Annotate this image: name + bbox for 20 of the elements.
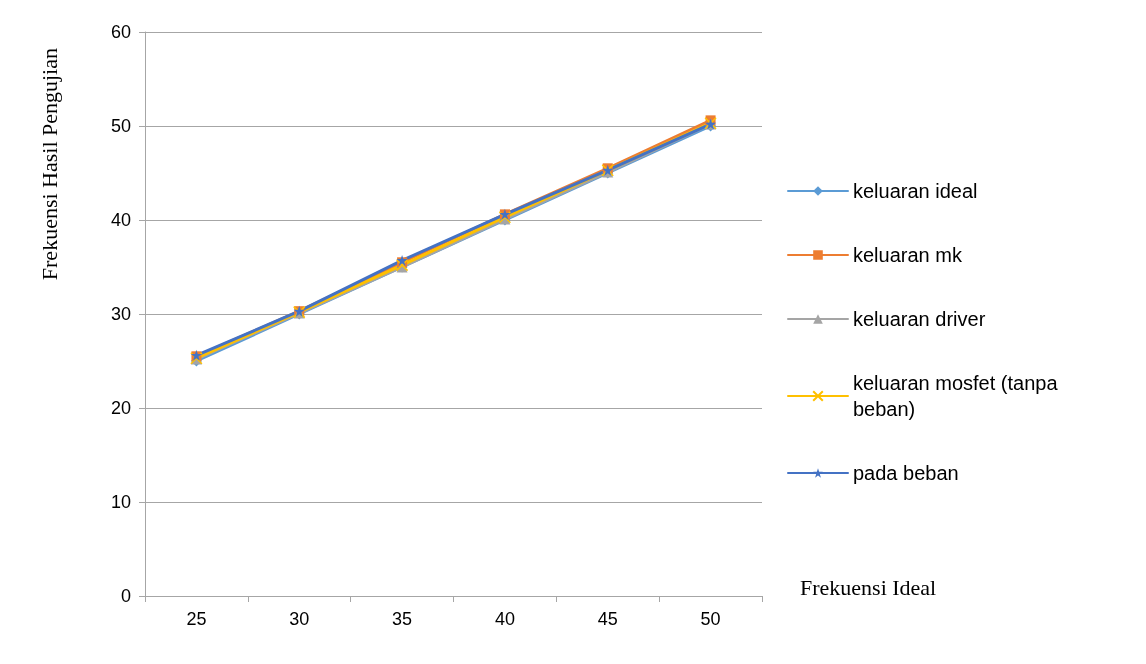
x-tick-label: 50 (700, 609, 721, 629)
y-tick-label: 0 (120, 586, 131, 606)
x-tick-label: 25 (186, 609, 207, 629)
legend-label: keluaran driver (853, 308, 986, 330)
legend-label: keluaran mk (853, 244, 963, 266)
y-tick-label: 30 (110, 304, 131, 324)
y-tick-label: 20 (110, 398, 131, 418)
y-axis-title: Frekuensi Hasil Pengujian (36, 47, 62, 281)
y-tick-label: 40 (110, 210, 131, 230)
legend-label: keluaran ideal (853, 180, 978, 202)
x-axis-title: Frekuensi Ideal (800, 574, 937, 600)
x-tick-label: 45 (597, 609, 618, 629)
y-tick-label: 60 (110, 22, 131, 42)
y-tick-label: 50 (110, 116, 131, 136)
x-tick-label: 40 (494, 609, 515, 629)
x-tick-label: 35 (392, 609, 413, 629)
legend-label: pada beban (853, 462, 959, 484)
legend-label: keluaran mosfet (tanpa beban) (853, 372, 1064, 420)
x-tick-label: 30 (289, 609, 310, 629)
y-tick-label: 10 (110, 492, 131, 512)
